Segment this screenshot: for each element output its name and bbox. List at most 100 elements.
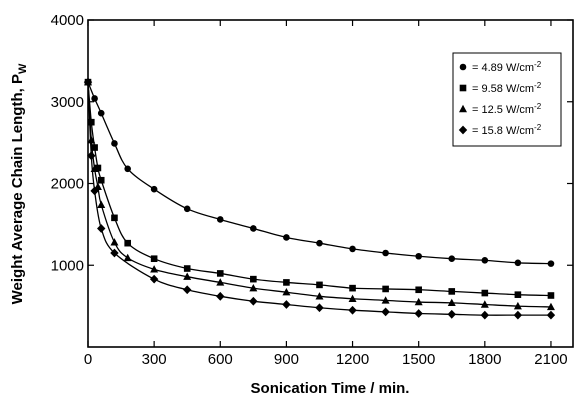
data-point	[315, 303, 324, 313]
data-point	[513, 310, 523, 320]
labels-layer: Sonication Time / min. Weight Average Ch…	[9, 63, 409, 397]
legend-label-main: = 4.89 W/cm	[472, 62, 534, 74]
data-point	[514, 291, 522, 298]
data-point	[348, 305, 357, 315]
data-point	[124, 165, 131, 173]
data-point	[316, 281, 323, 289]
x-tick-label: 600	[208, 351, 233, 368]
data-point	[110, 248, 119, 258]
legend-label-main: = 15.8 W/cm	[472, 125, 534, 137]
x-tick-label: 300	[142, 351, 167, 368]
data-point	[249, 296, 258, 306]
data-point	[315, 292, 324, 300]
data-point	[111, 214, 118, 222]
data-point	[480, 300, 489, 308]
data-point	[97, 176, 105, 184]
x-tick-label: 1800	[468, 351, 501, 368]
data-point	[183, 272, 192, 280]
data-point	[97, 109, 105, 117]
data-point	[415, 252, 422, 260]
legend-label: = 4.89 W/cm-2	[472, 60, 542, 74]
data-point	[123, 253, 132, 262]
legend-label-superscript: -2	[534, 123, 542, 132]
legend-label-main: = 9.58 W/cm	[472, 83, 534, 95]
data-point	[91, 95, 98, 102]
data-point	[282, 288, 291, 296]
data-point	[183, 265, 191, 272]
data-point	[124, 239, 131, 247]
legend-item: = 12.5 W/cm-2	[459, 102, 542, 116]
data-point	[546, 310, 556, 320]
legend-marker	[459, 84, 467, 92]
legend-label-superscript: -2	[534, 102, 542, 111]
data-point	[216, 278, 225, 286]
data-point	[250, 225, 257, 232]
y-axis-title: Weight Average Chain Length, PW	[9, 63, 29, 304]
data-point	[183, 285, 192, 295]
data-point	[447, 298, 456, 307]
data-point	[216, 291, 225, 301]
legend-label-superscript: -2	[534, 60, 542, 69]
y-tick-label: 2000	[51, 176, 84, 193]
data-point	[149, 274, 159, 284]
series-circle	[84, 78, 555, 267]
x-tick-label: 0	[84, 351, 92, 368]
data-point	[381, 307, 390, 317]
legend-label-main: = 12.5 W/cm	[472, 104, 534, 116]
data-point	[282, 300, 291, 309]
data-point	[415, 286, 422, 294]
data-point	[447, 309, 456, 319]
data-point	[382, 285, 389, 293]
data-point	[250, 275, 257, 283]
data-point	[514, 259, 522, 267]
y-axis-title-main: Weight Average Chain Length, P	[9, 74, 26, 304]
data-point	[480, 310, 490, 320]
data-point	[91, 144, 98, 151]
data-point	[349, 245, 356, 253]
x-tick-label: 2100	[534, 351, 567, 368]
legend-label: = 12.5 W/cm-2	[472, 102, 542, 116]
y-tick-label: 4000	[51, 12, 84, 29]
data-point	[382, 249, 389, 257]
legend: = 4.89 W/cm-2= 9.58 W/cm-2= 12.5 W/cm-2=…	[452, 52, 562, 147]
data-point	[481, 289, 489, 297]
legend-label-superscript: -2	[534, 81, 542, 90]
legend-marker	[458, 125, 468, 135]
x-tick-label: 900	[274, 351, 299, 368]
data-point	[94, 164, 102, 172]
data-point	[316, 239, 323, 247]
data-point	[547, 260, 555, 267]
data-point	[150, 185, 158, 193]
data-point	[249, 283, 258, 292]
data-point	[90, 186, 99, 196]
data-point	[110, 238, 119, 246]
data-point	[283, 279, 290, 286]
x-axis-title: Sonication Time / min.	[251, 380, 410, 397]
data-point	[87, 135, 96, 144]
legend-label: = 9.58 W/cm-2	[472, 81, 542, 95]
data-point	[448, 255, 456, 263]
data-point	[183, 205, 191, 213]
data-point	[150, 265, 159, 273]
series-diamond	[83, 77, 556, 320]
data-point	[348, 294, 357, 302]
legend-label: = 15.8 W/cm-2	[472, 123, 542, 137]
legend-marker	[459, 63, 467, 71]
data-point	[111, 140, 118, 147]
series-layer	[83, 77, 556, 320]
data-point	[481, 257, 489, 264]
data-point	[150, 255, 158, 263]
x-tick-label: 1200	[336, 351, 369, 368]
data-point	[448, 288, 456, 295]
data-point	[414, 309, 423, 318]
data-point	[414, 297, 423, 306]
data-point	[546, 302, 555, 311]
y-tick-label: 1000	[51, 257, 84, 274]
data-point	[97, 224, 106, 233]
data-point	[283, 234, 290, 241]
data-point	[97, 200, 106, 208]
y-axis-title-subscript: W	[17, 63, 29, 74]
data-point	[87, 151, 96, 161]
legend-item: = 9.58 W/cm-2	[459, 81, 542, 95]
